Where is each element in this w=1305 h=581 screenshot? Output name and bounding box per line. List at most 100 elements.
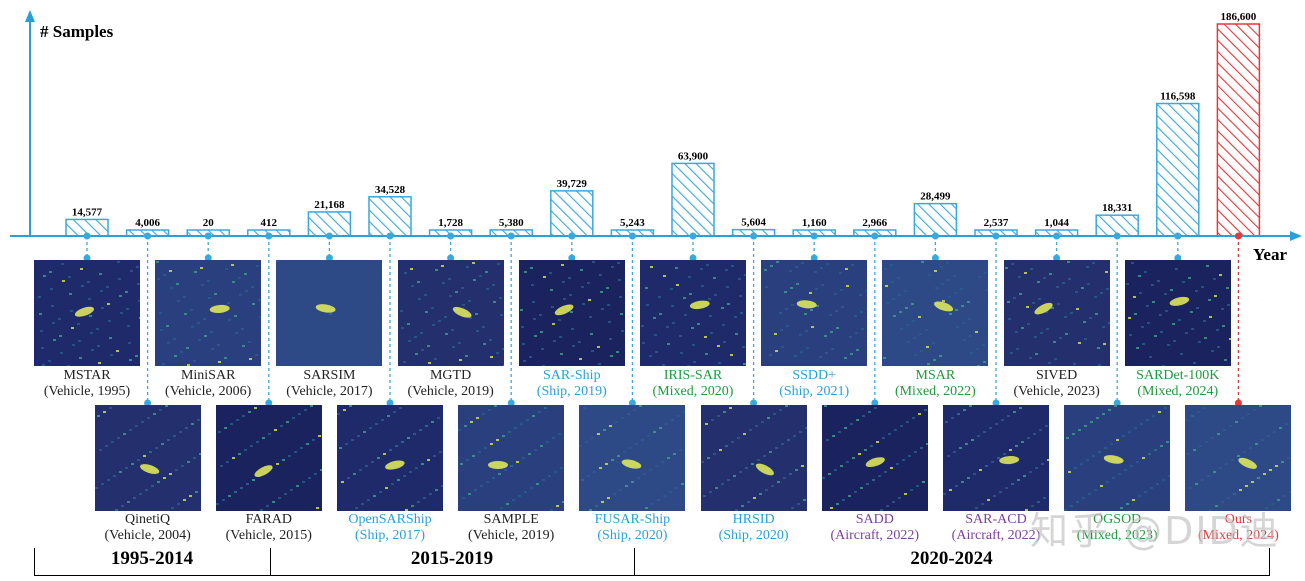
- dataset-thumbnail: [821, 405, 928, 511]
- bar-value-label: 39,729: [557, 178, 588, 190]
- dataset-name: SARDet-100K: [1136, 368, 1220, 383]
- bar-value-label: 4,006: [135, 217, 160, 229]
- axis-marker-dot: [931, 232, 939, 240]
- axis-marker-dot: [750, 232, 758, 240]
- dataset-caption: SAR-Ship (Ship, 2019): [507, 368, 637, 400]
- dataset-name: SADD: [855, 512, 894, 527]
- dataset-thumbnail: [579, 405, 686, 511]
- dataset-caption: OpenSARShip (Ship, 2017): [325, 512, 455, 544]
- thumbnail-marker-dot: [507, 399, 515, 407]
- dataset-meta: (Vehicle, 2015): [225, 528, 312, 543]
- dataset-name: SSDD+: [792, 368, 837, 383]
- axis-marker-dot: [871, 232, 879, 240]
- y-axis-arrow: [25, 10, 35, 22]
- bar-value-label: 412: [261, 217, 278, 229]
- dataset-meta: (Vehicle, 1995): [43, 384, 131, 399]
- dataset-thumbnail: [700, 405, 807, 511]
- thumbnail-marker-dot: [992, 399, 1000, 407]
- bar-value-label: 186,600: [1221, 11, 1257, 23]
- thumbnail-marker-dot: [931, 254, 939, 262]
- thumbnail-marker-dot: [750, 399, 758, 407]
- bar: [913, 202, 958, 237]
- dataset-thumbnail: [1064, 405, 1171, 511]
- y-axis-label: # Samples: [40, 22, 114, 41]
- dataset-caption: Ours (Mixed, 2024): [1173, 512, 1303, 544]
- bar-value-label: 5,380: [499, 217, 524, 229]
- period-divider: [634, 548, 635, 576]
- dataset-name: SAR-ACD: [965, 512, 1027, 527]
- dataset-meta: (Vehicle, 2019): [468, 528, 555, 543]
- bar-value-label: 20: [203, 217, 215, 229]
- dataset-meta: (Mixed, 2024): [1137, 384, 1219, 399]
- dataset-name: MSAR: [915, 368, 956, 383]
- dataset-caption: MSAR (Mixed, 2022): [870, 368, 1000, 400]
- bar: [368, 196, 412, 237]
- thumbnail-marker-dot: [447, 254, 455, 262]
- axis-marker-dot: [325, 232, 333, 240]
- dataset-caption: SADD (Aircraft, 2022): [810, 512, 940, 544]
- dataset-caption: SIVED (Vehicle, 2023): [992, 368, 1122, 400]
- bar-value-label: 21,168: [314, 199, 345, 211]
- axis-marker-dot: [265, 232, 273, 240]
- bar: [550, 190, 594, 237]
- dataset-name: MiniSAR: [180, 368, 236, 383]
- axis-marker-dot: [447, 232, 455, 240]
- dataset-caption: IRIS-SAR (Mixed, 2020): [628, 368, 758, 400]
- bar-value-label: 2,537: [984, 217, 1009, 229]
- thumbnail-marker-dot: [1113, 399, 1121, 407]
- dataset-name: FUSAR-Ship: [594, 512, 671, 527]
- axis-marker-dot: [689, 232, 697, 240]
- bar: [1156, 102, 1200, 237]
- dataset-meta: (Ship, 2017): [355, 528, 425, 543]
- dataset-thumbnail: [1124, 260, 1231, 366]
- dataset-thumbnail: [397, 260, 504, 366]
- dataset-caption: OGSOD (Mixed, 2023): [1052, 512, 1182, 544]
- bar-value-label: 1,728: [438, 217, 463, 229]
- dataset-caption: SSDD+ (Ship, 2021): [749, 368, 879, 400]
- bar-value-label: 14,577: [72, 206, 103, 218]
- axis-marker-dot: [1053, 232, 1061, 240]
- thumbnail-marker-dot: [568, 254, 576, 262]
- dataset-name: OpenSARShip: [348, 512, 432, 527]
- dataset-thumbnail: [155, 260, 262, 366]
- axis-marker-dot: [204, 232, 212, 240]
- axis-marker-dot: [83, 232, 91, 240]
- axis-marker-dot: [1234, 232, 1242, 240]
- dataset-caption: MiniSAR (Vehicle, 2006): [143, 368, 273, 400]
- bar-value-label: 5,243: [620, 217, 645, 229]
- dataset-name: MSTAR: [63, 368, 111, 383]
- dataset-thumbnail: [337, 405, 443, 511]
- bar: [1216, 23, 1261, 237]
- dataset-name: Ours: [1224, 512, 1252, 527]
- dataset-thumbnail: [943, 405, 1049, 511]
- dataset-name: OGSOD: [1093, 512, 1142, 527]
- thumbnail-marker-dot: [204, 254, 212, 262]
- dataset-thumbnail: [34, 260, 140, 366]
- dataset-meta: (Mixed, 2024): [1197, 528, 1279, 543]
- thumbnail-marker-dot: [325, 254, 333, 262]
- bar-value-label: 28,499: [920, 191, 951, 203]
- period-divider: [270, 548, 271, 576]
- dataset-meta: (Vehicle, 2017): [286, 384, 373, 399]
- thumbnail-marker-dot: [810, 254, 818, 262]
- dataset-meta: (Vehicle, 2023): [1013, 384, 1100, 399]
- bar: [307, 211, 352, 237]
- dataset-name: HRSID: [732, 512, 775, 527]
- axis-marker-dot: [1113, 232, 1121, 240]
- thumbnail-marker-dot: [1174, 254, 1182, 262]
- dataset-thumbnail: [1185, 405, 1292, 511]
- axis-marker-dot: [1174, 232, 1182, 240]
- dataset-caption: MSTAR (Vehicle, 1995): [22, 368, 152, 400]
- bar-value-label: 18,331: [1102, 202, 1132, 214]
- dataset-meta: (Aircraft, 2022): [951, 528, 1041, 543]
- bar-value-label: 116,598: [1160, 91, 1196, 103]
- period-baseline: [34, 575, 1270, 576]
- dataset-name: MGTD: [429, 368, 472, 383]
- axis-marker-dot: [992, 232, 1000, 240]
- axis-marker-dot: [568, 232, 576, 240]
- dataset-meta: (Ship, 2019): [536, 384, 607, 399]
- dataset-thumbnail: [518, 260, 625, 366]
- dataset-name: FARAD: [245, 512, 292, 527]
- dataset-thumbnail: [761, 260, 868, 366]
